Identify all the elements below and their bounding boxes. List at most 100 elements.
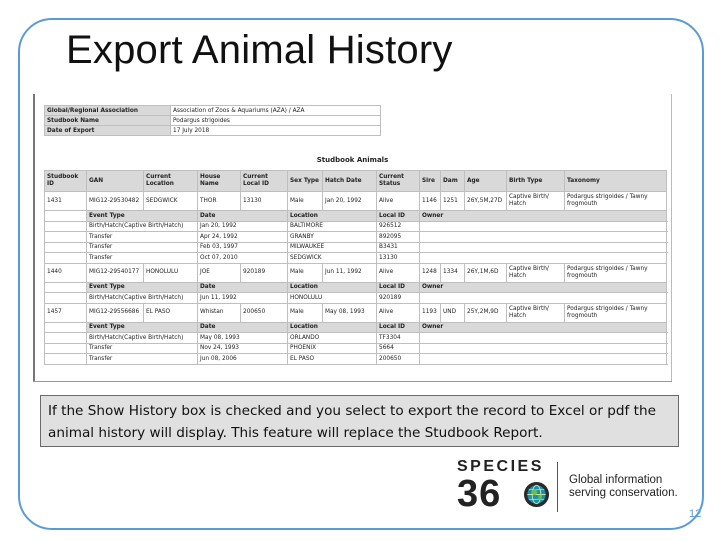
event-row: Birth/Hatch(Captive Birth/Hatch) Jun 11, … — [44, 292, 667, 304]
event-spacer — [44, 241, 87, 253]
animal-cell: EL PASO — [143, 302, 198, 323]
event-cell: May 08, 1993 — [197, 332, 288, 344]
event-spacer — [44, 281, 87, 293]
slide-title: Export Animal History — [66, 28, 453, 72]
event-row: Transfer Jun 08, 2006 EL PASO 200650 — [44, 353, 667, 365]
event-column-header: Location — [287, 281, 377, 293]
event-row: Transfer Feb 03, 1997 MILWAUKEE B3431 — [44, 241, 667, 253]
event-column-header: Owner — [419, 210, 667, 222]
event-spacer — [44, 332, 87, 344]
logo-tagline: Global information serving conservation. — [569, 474, 678, 500]
event-cell: Transfer — [86, 231, 198, 243]
logo-divider — [557, 462, 558, 512]
event-cell: 926512 — [376, 220, 420, 232]
event-cell: HONOLULU — [287, 292, 377, 304]
event-cell: Jun 11, 1992 — [197, 292, 288, 304]
event-cell: GRANBY — [287, 231, 377, 243]
column-header: GAN — [86, 170, 144, 192]
animal-cell: 13130 — [240, 191, 288, 211]
event-cell: Birth/Hatch(Captive Birth/Hatch) — [86, 292, 198, 304]
screenshot-edge-right — [671, 94, 672, 381]
meta-value: 17 July 2018 — [170, 125, 381, 136]
column-header: Hatch Date — [322, 170, 377, 192]
event-cell — [419, 332, 667, 344]
event-cell: EL PASO — [287, 353, 377, 365]
event-spacer — [44, 220, 87, 232]
event-row: Transfer Apr 24, 1992 GRANBY 892095 — [44, 231, 667, 243]
event-column-header: Local ID — [376, 321, 420, 333]
event-row: Birth/Hatch(Captive Birth/Hatch) May 08, … — [44, 332, 667, 344]
tagline-line-1: Global information — [569, 474, 663, 486]
meta-label: Studbook Name — [44, 115, 171, 126]
animal-cell: Male — [287, 191, 323, 211]
event-cell — [419, 231, 667, 243]
animal-cell: 1334 — [440, 262, 465, 283]
animal-cell: 1248 — [419, 262, 441, 283]
globe-icon — [523, 481, 550, 508]
animal-row: 1431 MIG12-29530482 SEDGWICK THOR 13130 Male J… — [44, 191, 667, 211]
animal-row: 1457 MIG12-29556686 EL PASO Whistan 200650 Ma… — [44, 302, 667, 323]
animal-cell: 200650 — [240, 302, 288, 323]
animal-cell: Whistan — [197, 302, 241, 323]
event-cell — [419, 292, 667, 304]
section-title: Studbook Animals — [316, 156, 389, 164]
logo-word: SPECIES — [457, 458, 544, 475]
animal-cell: 1457 — [44, 302, 87, 323]
animal-cell: Alive — [376, 262, 420, 283]
animal-cell: Male — [287, 302, 323, 323]
event-row: Transfer Oct 07, 2010 SEDGWICK 13130 — [44, 252, 667, 264]
event-cell: Transfer — [86, 353, 198, 365]
event-cell: ORLANDO — [287, 332, 377, 344]
event-header-row: Event Type Date Location Local ID Owner — [44, 210, 667, 222]
event-column-header: Owner — [419, 281, 667, 293]
logo-number: 36 — [457, 473, 502, 515]
column-header: House Name — [197, 170, 241, 192]
event-cell: 13130 — [376, 252, 420, 264]
event-column-header: Date — [197, 281, 288, 293]
event-cell: PHOENIX — [287, 342, 377, 354]
column-header: Age — [464, 170, 507, 192]
meta-label: Date of Export — [44, 125, 171, 136]
event-column-header: Local ID — [376, 210, 420, 222]
event-cell: Birth/Hatch(Captive Birth/Hatch) — [86, 332, 198, 344]
event-column-header: Date — [197, 321, 288, 333]
meta-value: Association of Zoos & Aquariums (AZA) / … — [170, 105, 381, 116]
event-spacer — [44, 342, 87, 354]
animal-cell: THOR — [197, 191, 241, 211]
animal-cell: Podargus strigoides / Tawny frogmouth — [564, 302, 667, 323]
column-header: Current Local ID — [240, 170, 288, 192]
event-cell: TF3304 — [376, 332, 420, 344]
animal-cell: HONOLULU — [143, 262, 198, 283]
event-cell: 892095 — [376, 231, 420, 243]
meta-value: Podargus strigoides — [170, 115, 381, 126]
event-cell: 5664 — [376, 342, 420, 354]
meta-row: Global/Regional Association Association o… — [44, 105, 381, 116]
animal-cell: Podargus strigoides / Tawny frogmouth — [564, 191, 667, 211]
event-cell: 920189 — [376, 292, 420, 304]
column-header: Studbook ID — [44, 170, 87, 192]
column-header: Dam — [440, 170, 465, 192]
event-spacer — [44, 292, 87, 304]
animal-cell: Male — [287, 262, 323, 283]
event-cell — [419, 241, 667, 253]
animals-header-row: Studbook ID GAN Current Location House Name… — [44, 170, 667, 192]
event-column-header: Local ID — [376, 281, 420, 293]
animal-cell: MIG12-29540177 — [86, 262, 144, 283]
animal-cell: UND — [440, 302, 465, 323]
meta-label: Global/Regional Association — [44, 105, 171, 116]
slide-frame — [18, 18, 704, 530]
meta-row: Date of Export 17 July 2018 — [44, 125, 381, 136]
animal-cell: Podargus strigoides / Tawny frogmouth — [564, 262, 667, 283]
event-column-header: Location — [287, 321, 377, 333]
event-cell: Jun 08, 2006 — [197, 353, 288, 365]
event-spacer — [44, 210, 87, 222]
animal-row: 1440 MIG12-29540177 HONOLULU JOE 920189 Male J… — [44, 262, 667, 283]
animal-cell: Captive Birth/ Hatch — [506, 191, 565, 211]
report-screenshot: Global/Regional Association Association o… — [33, 94, 672, 382]
animal-cell: MIG12-29556686 — [86, 302, 144, 323]
animal-cell: Captive Birth/ Hatch — [506, 302, 565, 323]
event-cell: Transfer — [86, 342, 198, 354]
animal-cell: Jan 20, 1992 — [322, 191, 377, 211]
event-cell: Jan 20, 1992 — [197, 220, 288, 232]
event-header-row: Event Type Date Location Local ID Owner — [44, 321, 667, 333]
